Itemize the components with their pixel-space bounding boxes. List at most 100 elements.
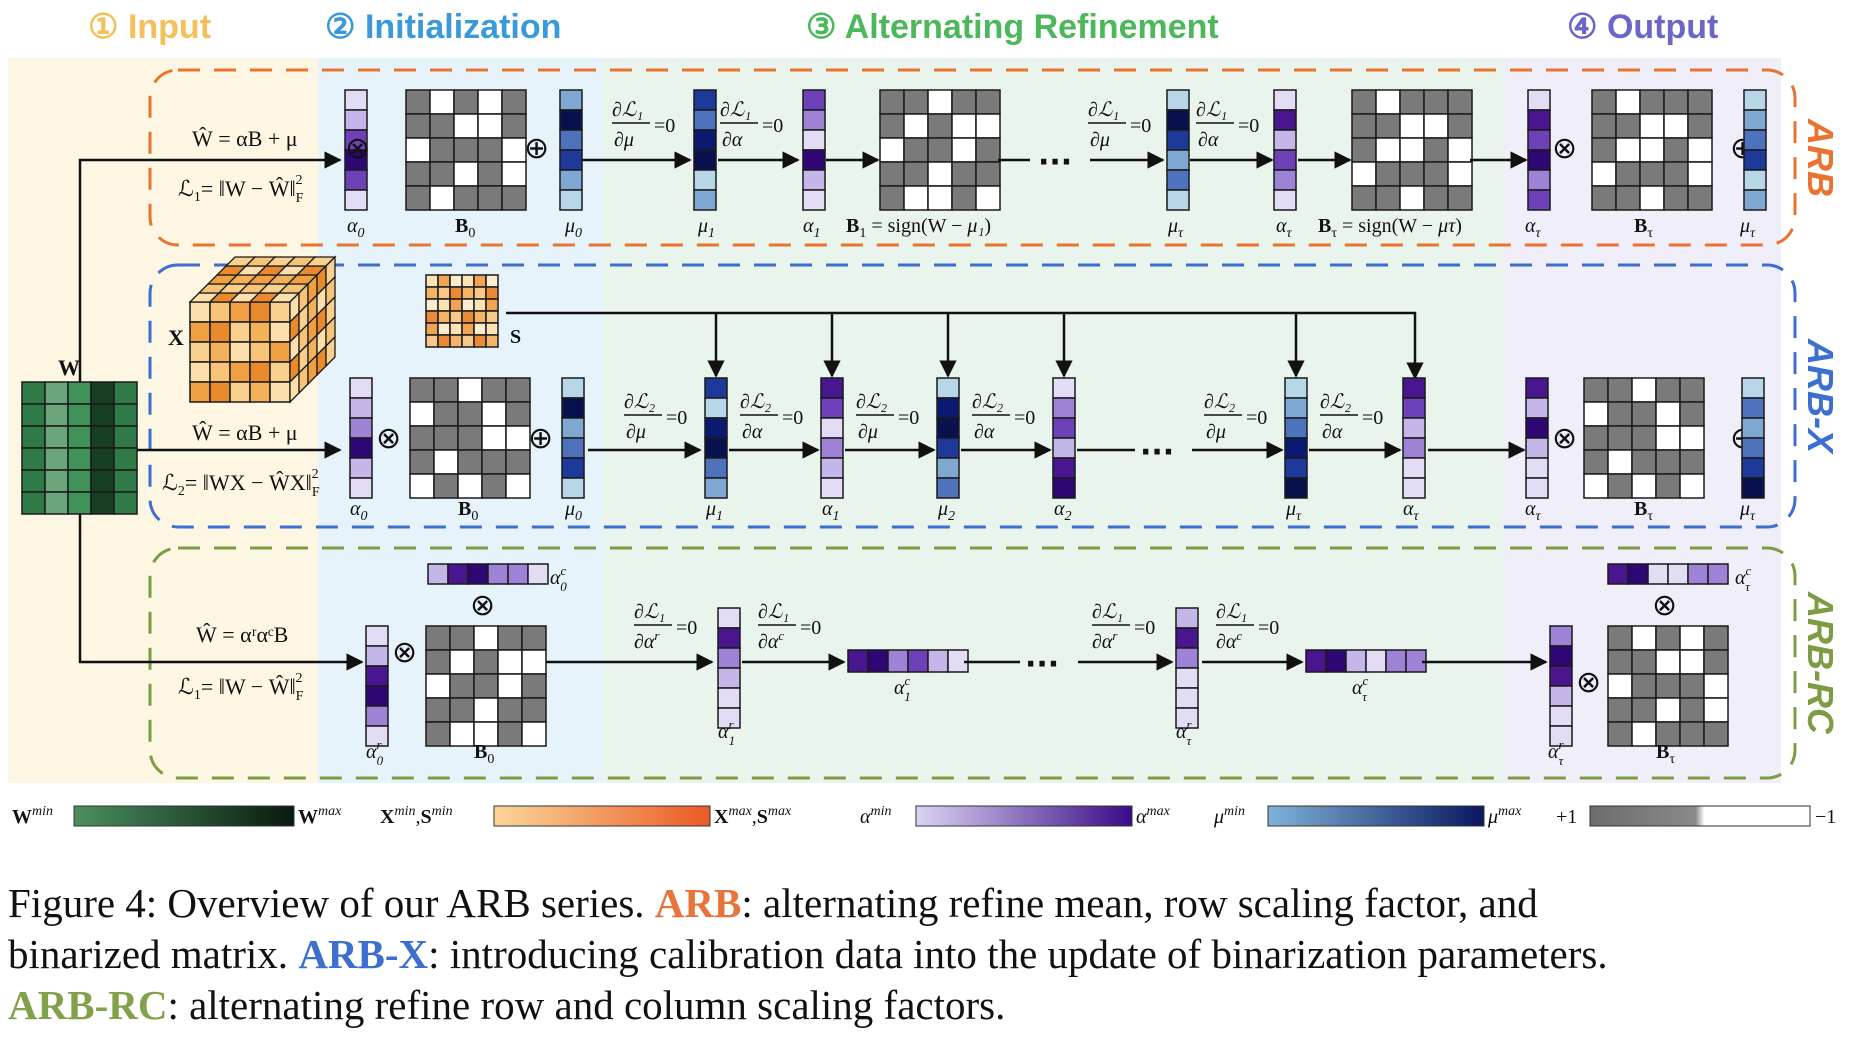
w-cell: [44, 491, 69, 515]
binary-cell: [1607, 649, 1633, 675]
binary-cell: [429, 137, 455, 163]
arbrc-out-b-matrix: [1607, 625, 1729, 747]
binary-cell: [477, 89, 503, 115]
cube-front-cell: [189, 341, 211, 363]
binary-cell: [521, 625, 547, 651]
vector-cell: [1525, 377, 1549, 399]
arbrc-eq-loss: ℒ1= ‖W − Ŵ‖F2: [178, 671, 304, 704]
binary-cell: [1663, 185, 1689, 211]
vector-cell: [349, 377, 373, 399]
arbx-mu1-vector: [704, 377, 728, 499]
vector-cell: [1525, 457, 1549, 479]
vector-cell: [365, 685, 389, 707]
caption-line-3: ARB-RC: alternating refine row and colum…: [8, 982, 1006, 1028]
vector-cell: [1284, 457, 1308, 479]
arbx-label-alphatau: ατ: [1403, 498, 1420, 524]
arbrc-label-alphac1: αc 1: [894, 673, 911, 704]
vector-cell: [802, 89, 826, 111]
legend-xs-min: Xmin,Smin: [380, 804, 453, 828]
vector-cell: [887, 649, 909, 673]
arbrc-label-alphartau: αr τ: [1176, 717, 1193, 748]
binary-cell: [1631, 473, 1657, 499]
arb-out-alpha-vector: [1527, 89, 1551, 211]
vector-cell: [802, 129, 826, 151]
vector-cell: [1052, 437, 1076, 459]
arbrc-alphar0-vector: [365, 625, 389, 747]
binary-cell: [927, 161, 953, 187]
vector-cell: [1549, 625, 1573, 647]
vector-cell: [1743, 189, 1767, 211]
binary-cell: [521, 649, 547, 675]
binary-cell: [1679, 721, 1705, 747]
binary-cell: [1655, 377, 1681, 403]
vector-cell: [1166, 169, 1190, 191]
binary-cell: [1639, 137, 1665, 163]
s-cell: [461, 322, 475, 336]
binary-cell: [1631, 721, 1657, 747]
vector-cell: [561, 397, 585, 419]
binary-cell: [473, 721, 499, 747]
arbrc-label-out-alphac: αc τ: [1735, 563, 1752, 594]
svg-text:=0: =0: [1362, 407, 1383, 429]
arbx-deriv-4: ∂ℒ₂ ∂α =0: [972, 391, 1035, 443]
binary-cell: [1631, 649, 1657, 675]
cube-front-cell: [189, 381, 211, 403]
binary-cell: [1591, 137, 1617, 163]
cube-front-cell: [229, 301, 251, 323]
vector-cell: [1549, 725, 1573, 747]
binary-cell: [975, 137, 1001, 163]
vector-cell: [561, 457, 585, 479]
s-cell: [425, 310, 439, 324]
vector-cell: [1284, 477, 1308, 499]
legend-w-min: Wmin: [12, 804, 53, 828]
binary-cell: [1447, 185, 1473, 211]
arb-alpha1-vector: [802, 89, 826, 211]
vector-cell: [1166, 109, 1190, 131]
binary-cell: [1607, 377, 1633, 403]
arb-b1-matrix: [879, 89, 1001, 211]
vector-cell: [559, 169, 583, 191]
arb-deriv-3: ∂ℒ₁ ∂μ =0: [1088, 99, 1151, 151]
vector-cell: [487, 563, 509, 585]
binary-cell: [1447, 113, 1473, 139]
svg-text:∂ℒ₂: ∂ℒ₂: [740, 391, 771, 413]
arbx-label-alpha0: α0: [350, 498, 368, 524]
s-cell: [437, 286, 451, 300]
cube-front-cell: [269, 361, 291, 383]
binary-cell: [457, 449, 483, 475]
binary-cell: [505, 425, 531, 451]
caption-arbx: ARB-X: [298, 931, 429, 977]
binary-cell: [1631, 401, 1657, 427]
binary-cell: [409, 425, 435, 451]
w-cell: [113, 403, 138, 427]
w-cell: [113, 381, 138, 405]
binary-cell: [1591, 161, 1617, 187]
binary-cell: [501, 185, 527, 211]
arbx-label-out-mu: μτ: [1739, 498, 1756, 524]
cube-front-cell: [209, 341, 231, 363]
vector-cell: [1175, 647, 1199, 669]
w-cell: [67, 381, 92, 405]
vector-cell: [820, 397, 844, 419]
svg-text:∂ℒ₁: ∂ℒ₁: [1092, 601, 1123, 623]
binary-cell: [1615, 185, 1641, 211]
vector-cell: [820, 377, 844, 399]
svg-text:∂αc: ∂αc: [758, 628, 784, 653]
vector-cell: [365, 645, 389, 667]
binary-cell: [429, 185, 455, 211]
arbx-label-mu2: μ2: [937, 498, 955, 524]
vector-cell: [1525, 477, 1549, 499]
binary-cell: [425, 625, 451, 651]
svg-text:∂ℒ₁: ∂ℒ₁: [758, 601, 789, 623]
svg-text:∂α: ∂α: [1198, 129, 1219, 151]
s-cell: [461, 286, 475, 300]
stage-heading-input: ① Input: [88, 8, 211, 46]
vector-cell: [349, 417, 373, 439]
s-cell: [449, 310, 463, 324]
arb-row: ⊗ ⊕ ··· ⊗ ⊕ ∂ℒ₁ ∂μ =0 ∂ℒ₁: [344, 89, 1767, 241]
binary-cell: [1655, 473, 1681, 499]
legend-w-gradient: [73, 805, 295, 827]
arbrc-out-otimes-icon: ⊗: [1576, 665, 1601, 700]
binary-cell: [1679, 697, 1705, 723]
vector-cell: [1273, 129, 1297, 151]
